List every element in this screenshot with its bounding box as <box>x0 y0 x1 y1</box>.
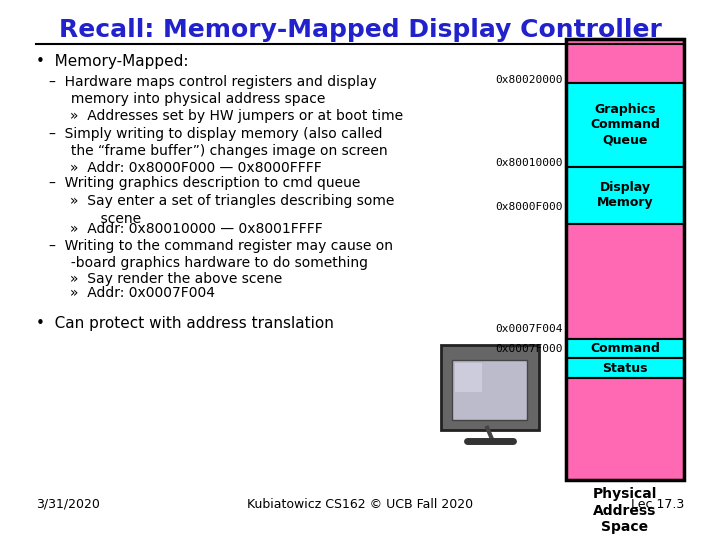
Text: –  Writing graphics description to cmd queue: – Writing graphics description to cmd qu… <box>50 176 361 190</box>
FancyBboxPatch shape <box>566 167 684 224</box>
FancyBboxPatch shape <box>566 83 684 167</box>
Text: 0x8000F000: 0x8000F000 <box>495 202 562 212</box>
Text: Command: Command <box>590 342 660 355</box>
Text: »  Say enter a set of triangles describing some
       scene: » Say enter a set of triangles describin… <box>70 194 394 226</box>
FancyBboxPatch shape <box>566 224 684 339</box>
Text: Lec 17.3: Lec 17.3 <box>631 498 684 511</box>
Text: Status: Status <box>602 362 648 375</box>
Text: 0x80020000: 0x80020000 <box>495 76 562 85</box>
Text: »  Addr: 0x8000F000 — 0x8000FFFF: » Addr: 0x8000F000 — 0x8000FFFF <box>70 161 321 175</box>
Text: Graphics
Command
Queue: Graphics Command Queue <box>590 103 660 146</box>
Text: 0x80010000: 0x80010000 <box>495 158 562 168</box>
Text: 3/31/2020: 3/31/2020 <box>36 498 100 511</box>
Text: Display
Memory: Display Memory <box>597 181 653 210</box>
FancyBboxPatch shape <box>441 345 539 430</box>
Text: Physical
Address
Space: Physical Address Space <box>593 488 657 534</box>
FancyBboxPatch shape <box>566 339 684 359</box>
Text: »  Addresses set by HW jumpers or at boot time: » Addresses set by HW jumpers or at boot… <box>70 109 402 123</box>
Text: Recall: Memory-Mapped Display Controller: Recall: Memory-Mapped Display Controller <box>58 18 662 42</box>
Text: –  Hardware maps control registers and display
     memory into physical address: – Hardware maps control registers and di… <box>50 75 377 106</box>
Text: –  Writing to the command register may cause on
     -board graphics hardware to: – Writing to the command register may ca… <box>50 239 393 270</box>
FancyBboxPatch shape <box>566 379 684 480</box>
Text: »  Addr: 0x80010000 — 0x8001FFFF: » Addr: 0x80010000 — 0x8001FFFF <box>70 222 323 236</box>
Text: »  Addr: 0x0007F004: » Addr: 0x0007F004 <box>70 286 215 300</box>
Text: »  Say render the above scene: » Say render the above scene <box>70 272 282 286</box>
FancyBboxPatch shape <box>566 39 684 83</box>
FancyBboxPatch shape <box>454 363 482 392</box>
Text: •  Memory-Mapped:: • Memory-Mapped: <box>36 55 189 70</box>
Text: •  Can protect with address translation: • Can protect with address translation <box>36 316 334 332</box>
FancyBboxPatch shape <box>566 359 684 379</box>
Text: –  Simply writing to display memory (also called
     the “frame buffer”) change: – Simply writing to display memory (also… <box>50 127 388 158</box>
Text: Kubiatowicz CS162 © UCB Fall 2020: Kubiatowicz CS162 © UCB Fall 2020 <box>247 498 473 511</box>
Text: 0x0007F004: 0x0007F004 <box>495 325 562 334</box>
FancyBboxPatch shape <box>452 360 528 420</box>
Text: 0x0007F000: 0x0007F000 <box>495 344 562 354</box>
